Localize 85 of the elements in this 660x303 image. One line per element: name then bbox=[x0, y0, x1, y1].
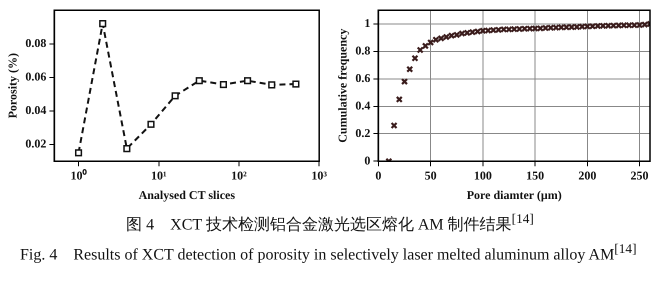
point bbox=[99, 20, 106, 28]
x-tick-label: 250 bbox=[630, 168, 649, 182]
caption: 图 4 XCT 技术检测铝合金激光选区熔化 AM 制件结果$^{[14]}$ bbox=[125, 210, 535, 236]
point bbox=[521, 25, 528, 32]
point bbox=[594, 22, 602, 30]
point bbox=[599, 22, 607, 30]
point bbox=[422, 42, 429, 50]
x-axis-title: Analysed CT slices bbox=[138, 188, 236, 202]
point bbox=[584, 22, 591, 30]
point bbox=[468, 28, 476, 36]
point bbox=[552, 24, 560, 32]
point bbox=[505, 26, 513, 33]
point bbox=[626, 22, 633, 29]
point bbox=[406, 66, 414, 73]
x-tick-label: 0 bbox=[375, 168, 382, 182]
x-tick-label: 150 bbox=[526, 168, 544, 182]
point bbox=[630, 22, 638, 29]
y-tick-label: 0.4 bbox=[355, 98, 370, 112]
y-tick-label: 0.08 bbox=[25, 36, 46, 50]
point bbox=[494, 26, 502, 34]
point bbox=[568, 24, 576, 31]
point bbox=[411, 54, 419, 62]
x-tick-label: 10¹ bbox=[150, 168, 167, 182]
y-tick-label: 0.04 bbox=[25, 102, 46, 117]
point bbox=[542, 24, 550, 32]
point bbox=[547, 24, 554, 32]
point bbox=[458, 30, 466, 38]
caption: Fig. 4 Results of XCT detection of porosity in selectively laser melted aluminum alloy AM$^{[14]}$ bbox=[19, 240, 638, 266]
point bbox=[390, 122, 398, 130]
y-tick-label: 1 bbox=[364, 16, 370, 30]
y-axis-title: Porosity (%) bbox=[5, 52, 20, 118]
y-tick-label: 0.06 bbox=[25, 69, 46, 84]
point bbox=[464, 29, 471, 36]
point bbox=[532, 24, 539, 32]
point bbox=[416, 46, 424, 54]
point bbox=[196, 77, 203, 84]
point bbox=[438, 34, 445, 42]
point bbox=[500, 26, 508, 33]
y-axis-title: Cumulative frequency bbox=[335, 28, 350, 143]
y-tick-label: 0.2 bbox=[355, 126, 370, 140]
point bbox=[510, 26, 518, 33]
point bbox=[400, 78, 408, 86]
x-tick-label: 200 bbox=[578, 168, 596, 182]
x-tick-label: 10³ bbox=[311, 168, 328, 182]
point bbox=[641, 21, 648, 28]
point bbox=[490, 26, 497, 34]
x-axis-title: Pore diamter (μm) bbox=[466, 188, 562, 202]
point bbox=[558, 24, 565, 31]
point bbox=[74, 149, 82, 156]
point bbox=[604, 22, 612, 30]
point bbox=[268, 81, 276, 88]
point bbox=[474, 28, 482, 36]
point bbox=[516, 25, 523, 33]
point bbox=[172, 92, 179, 100]
x-tick-label: 10² bbox=[231, 168, 248, 182]
x-tick-label: 100 bbox=[474, 168, 492, 182]
x-tick-label: 50 bbox=[424, 168, 437, 182]
y-tick-label: 0.02 bbox=[25, 136, 46, 151]
point bbox=[432, 36, 440, 44]
y-tick-label: 0.8 bbox=[355, 43, 370, 58]
y-tick-label: 0.6 bbox=[355, 70, 370, 85]
y-tick-label: 0 bbox=[364, 153, 370, 168]
point bbox=[610, 22, 618, 30]
point bbox=[123, 145, 130, 152]
point bbox=[442, 33, 450, 41]
point bbox=[526, 25, 534, 32]
point bbox=[396, 96, 403, 103]
point bbox=[588, 22, 596, 30]
point bbox=[536, 24, 544, 32]
point bbox=[453, 31, 460, 38]
point bbox=[573, 23, 580, 31]
point bbox=[220, 80, 228, 88]
point bbox=[448, 32, 456, 40]
point bbox=[147, 120, 155, 128]
x-tick-label: 10⁰ bbox=[70, 168, 88, 182]
point bbox=[578, 23, 586, 30]
point bbox=[636, 21, 644, 29]
point bbox=[244, 77, 252, 84]
point bbox=[292, 80, 300, 88]
point bbox=[427, 38, 434, 46]
point bbox=[620, 22, 628, 29]
point bbox=[484, 26, 492, 34]
point bbox=[562, 24, 570, 31]
point bbox=[479, 27, 486, 34]
point bbox=[615, 22, 622, 30]
